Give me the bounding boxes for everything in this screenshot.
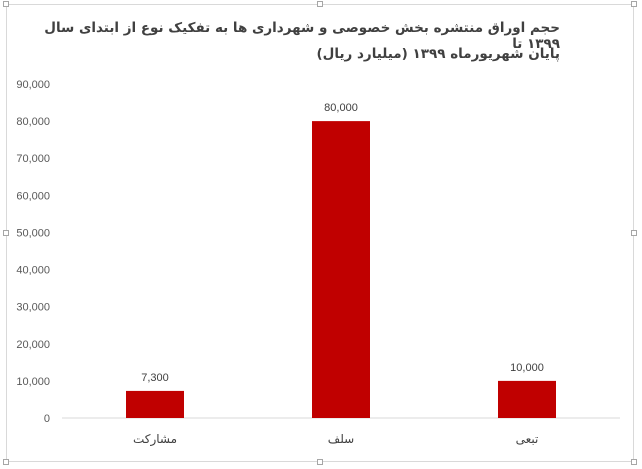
resize-handle-right[interactable] [631, 230, 637, 236]
resize-handle-left[interactable] [3, 230, 9, 236]
y-tick-label: 50,000 [16, 227, 50, 239]
bar [126, 390, 184, 418]
y-tick-label: 40,000 [16, 265, 50, 277]
x-category-label: مشارکت [133, 432, 177, 447]
x-category-label: تبعی [516, 432, 539, 446]
bar [312, 121, 370, 418]
y-tick-label: 20,000 [16, 339, 50, 351]
y-tick-label: 70,000 [16, 153, 50, 165]
resize-handle-top[interactable] [317, 1, 323, 7]
y-tick-label: 0 [44, 413, 50, 425]
data-label: 10,000 [510, 362, 544, 374]
resize-handle-top-left[interactable] [3, 1, 9, 7]
y-tick-label: 90,000 [16, 79, 50, 91]
y-tick-label: 60,000 [16, 190, 50, 202]
y-tick-label: 10,000 [16, 376, 50, 388]
resize-handle-bottom-right[interactable] [631, 459, 637, 465]
x-category-label: سلف [328, 432, 354, 446]
y-tick-label: 30,000 [16, 302, 50, 314]
chart-title-line-1: حجم اوراق منتشره بخش خصوصی و شهرداری ها … [44, 20, 560, 52]
y-tick-label: 80,000 [16, 116, 50, 128]
bar [498, 380, 556, 418]
data-label: 7,300 [141, 372, 169, 384]
resize-handle-top-right[interactable] [631, 1, 637, 7]
data-label: 80,000 [324, 102, 358, 114]
chart-title-line-2: پایان شهریورماه ۱۳۹۹ (میلیارد ریال) [316, 46, 561, 62]
resize-handle-bottom-left[interactable] [3, 459, 9, 465]
resize-handle-bottom[interactable] [317, 459, 323, 465]
